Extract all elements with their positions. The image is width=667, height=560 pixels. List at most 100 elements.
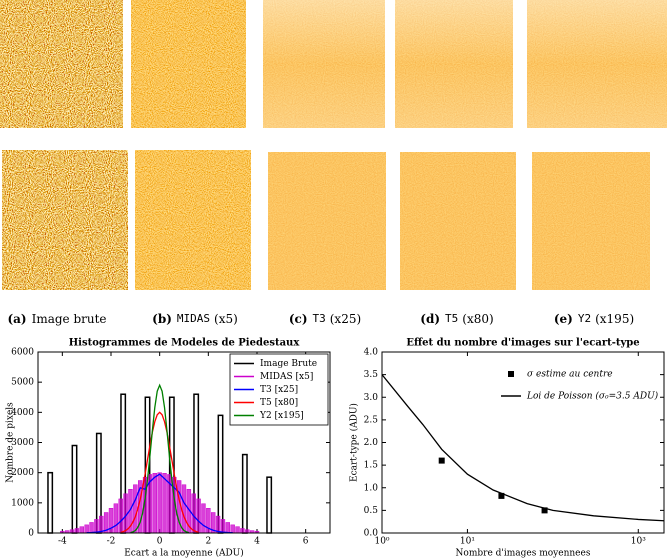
- y-tick-label: 1.0: [364, 483, 379, 493]
- caption-text: (x195): [595, 312, 634, 326]
- plot-background: [382, 352, 664, 533]
- caption: (c) T3 (x25): [289, 312, 361, 326]
- caption-code: MIDAS: [177, 312, 210, 325]
- y-tick-label: 6000: [11, 348, 34, 358]
- image-shading: [263, 0, 385, 128]
- x-axis-label: Ecart a la moyenne (ADU): [124, 548, 244, 559]
- plot-frame: [37, 351, 331, 534]
- image-shading: [527, 0, 667, 128]
- legend-label: T3 [x25]: [260, 385, 298, 395]
- histogram-bar: [240, 528, 245, 534]
- series-line: [381, 374, 665, 522]
- histogram-bar: [196, 498, 201, 534]
- y-tick-label: 4.0: [364, 348, 379, 358]
- caption: (e) Y2 (x195): [554, 312, 634, 326]
- histogram-bar: [220, 519, 226, 534]
- chart-title: Histogrammes de Modeles de Piedestaux: [69, 338, 301, 349]
- noise-image: [268, 152, 386, 290]
- histogram-bar: [133, 484, 138, 534]
- caption-code: T5: [445, 312, 458, 325]
- legend-label: Y2 [x195]: [259, 411, 304, 421]
- noise-image: [131, 0, 246, 128]
- caption-label: (e): [554, 312, 573, 326]
- caption-text: (x5): [214, 312, 238, 326]
- y-tick-label: 2000: [11, 468, 34, 478]
- caption: (b) MIDAS (x5): [152, 312, 238, 326]
- caption-label: (b): [152, 312, 172, 326]
- histogram-bar: [152, 473, 157, 534]
- x-tick-label: 10⁰: [374, 537, 389, 547]
- histogram-bar: [99, 515, 104, 534]
- scatter-point: [541, 507, 548, 514]
- histogram-bar: [162, 473, 167, 534]
- scatter-point: [498, 492, 505, 499]
- histogram-bar: [79, 526, 84, 534]
- x-tick-label: -4: [58, 537, 67, 547]
- x-tick-label: 6: [303, 537, 309, 547]
- y-tick-label: 3.0: [364, 393, 379, 403]
- caption: (d) T5 (x80): [420, 312, 493, 326]
- legend-label: Image Brute: [260, 359, 317, 369]
- caption-text: (x80): [462, 312, 493, 326]
- histogram-bar: [94, 519, 99, 534]
- y-axis-label: Ecart-type (ADU): [349, 403, 360, 482]
- y-tick-label: 2.5: [364, 415, 379, 425]
- scatter-point: [438, 457, 445, 464]
- histogram-bar: [89, 522, 94, 534]
- x-tick-label: 2: [205, 537, 211, 547]
- series-line: [130, 383, 190, 534]
- histogram-bar: [201, 503, 206, 534]
- histogram-bar: [113, 503, 119, 534]
- image-row-top: [0, 0, 667, 128]
- histogram-bar: [157, 472, 162, 534]
- captions: (a) Image brute (b) MIDAS (x5) (c) T3 (x25) (…: [7, 312, 634, 326]
- x-tick-label: 10¹: [460, 537, 475, 547]
- image-row-bottom: [2, 150, 650, 290]
- histogram-bar: [181, 484, 187, 534]
- y-tick-label: 1000: [11, 498, 34, 508]
- legend-label: MIDAS [x5]: [260, 372, 313, 382]
- image-shading: [395, 0, 513, 128]
- caption-text: Image brute: [32, 312, 107, 326]
- y-tick-label: 5000: [11, 378, 34, 388]
- y-tick-label: 0.5: [364, 506, 379, 516]
- noise-image: [400, 152, 516, 290]
- y-axis-label: Nombre de pixels: [6, 402, 16, 483]
- caption-label: (a): [7, 312, 26, 326]
- caption: (a) Image brute: [7, 312, 106, 326]
- noise-image: [2, 150, 128, 290]
- histogram-bar: [230, 524, 235, 534]
- x-tick-label: -2: [107, 537, 116, 547]
- y-tick-label: 3000: [11, 438, 34, 448]
- caption-text: (x25): [330, 312, 361, 326]
- caption-label: (c): [289, 312, 308, 326]
- y-tick-label: 3.5: [364, 370, 379, 380]
- legend-label: T5 [x80]: [260, 398, 298, 408]
- histogram-bar: [225, 522, 230, 534]
- series-line: [120, 411, 199, 534]
- y-tick-label: 0: [28, 529, 34, 539]
- x-tick-label: 10³: [631, 537, 646, 547]
- histogram-bar: [118, 498, 123, 534]
- noise-image: [0, 0, 123, 128]
- legend-label: Loi de Poisson (σ₀=3.5 ADU): [526, 391, 659, 402]
- y-tick-label: 4000: [11, 408, 34, 418]
- noise-image: [135, 150, 251, 290]
- y-tick-label: 2.0: [364, 438, 379, 448]
- legend-swatch: [508, 371, 514, 377]
- x-tick-label: 0: [157, 537, 163, 547]
- y-tick-label: 0.0: [364, 529, 379, 539]
- histogram-bar: [215, 515, 221, 534]
- caption-code: Y2: [578, 312, 591, 325]
- x-axis-label: Nombre d'images moyennees: [456, 549, 591, 559]
- histogram-bar: [235, 526, 240, 534]
- legend-label: σ estime au centre: [527, 370, 613, 380]
- series-line: [86, 473, 233, 534]
- caption-code: T3: [313, 312, 326, 325]
- histogram-bar: [74, 528, 80, 534]
- noise-image: [532, 152, 650, 290]
- x-tick-label: 4: [254, 537, 260, 547]
- plot-frame: [381, 351, 665, 534]
